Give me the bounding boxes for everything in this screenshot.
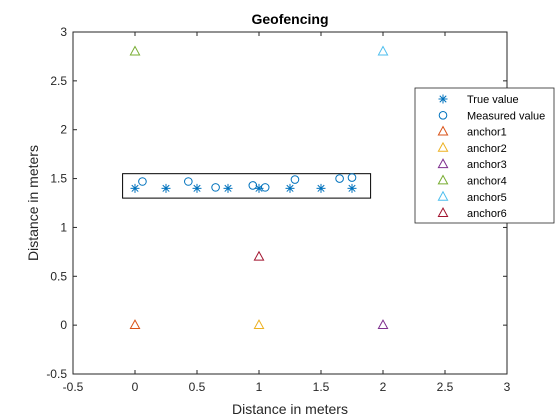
data-point-triangle	[129, 45, 141, 56]
legend-label: anchor2	[467, 143, 507, 155]
y-tick-label: 0.5	[50, 269, 67, 283]
geofence-layer	[122, 173, 372, 199]
y-axis-label: Distance in meters	[25, 145, 41, 261]
data-point-asterisk	[130, 183, 140, 193]
data-point-circle	[347, 173, 357, 182]
y-tick-label: 0	[60, 318, 67, 332]
data-point-circle	[184, 177, 193, 186]
x-axis-label: Distance in meters	[232, 401, 348, 417]
ticks-layer: -0.5 0 0.5 1 1.5 2 2.5 3 -0.5 0 0.5 1 1.5 2 2.5 3	[46, 25, 510, 394]
legend-marker-triangle	[437, 141, 449, 152]
data-point-triangle	[377, 319, 389, 330]
x-tick-label: 0.5	[189, 380, 206, 394]
data-point-circle	[290, 175, 300, 184]
data-point-triangle	[377, 45, 389, 56]
y-tick-label: -0.5	[46, 367, 67, 381]
x-tick-label: 2.5	[437, 380, 454, 394]
data-point-triangle	[253, 319, 265, 330]
data-point-asterisk	[161, 183, 171, 193]
y-tick-label: 1.5	[50, 172, 67, 186]
legend: True value Measured value anchor1 anchor2 an…	[414, 87, 555, 224]
data-point-triangle	[129, 319, 141, 330]
legend-marker-asterisk	[438, 94, 448, 104]
legend-label: True value	[467, 94, 519, 106]
legend-marker-triangle	[437, 174, 449, 185]
data-point-circle	[335, 174, 344, 183]
y-tick-label: 2	[60, 123, 67, 137]
data-point-asterisk	[347, 183, 357, 193]
y-tick-label: 2.5	[50, 74, 67, 88]
data-point-circle	[211, 183, 220, 192]
legend-marker-triangle	[437, 125, 449, 136]
legend-label: anchor6	[467, 208, 507, 220]
x-tick-label: 3	[504, 380, 511, 394]
legend-label: Measured value	[467, 110, 545, 122]
legend-marker-triangle	[437, 158, 449, 169]
legend-label: anchor5	[467, 192, 507, 204]
data-point-asterisk	[223, 183, 233, 193]
x-tick-label: 1	[256, 380, 263, 394]
data-point-asterisk	[192, 183, 202, 193]
legend-label: anchor1	[467, 127, 507, 139]
x-tick-label: -0.5	[63, 380, 84, 394]
legend-marker-triangle	[437, 190, 449, 201]
data-point-triangle	[253, 250, 265, 261]
x-tick-label: 2	[380, 380, 387, 394]
y-tick-label: 1	[60, 220, 67, 234]
y-tick-label: 3	[60, 25, 67, 39]
legend-marker-circle	[438, 111, 448, 120]
legend-label: anchor3	[467, 159, 507, 171]
data-point-circle	[138, 177, 147, 186]
data-point-asterisk	[316, 183, 326, 193]
geofence-rect	[122, 173, 372, 199]
chart-title: Geofencing	[251, 11, 328, 27]
data-point-asterisk	[285, 183, 295, 193]
legend-marker-triangle	[437, 207, 449, 217]
data-point-circle	[260, 183, 270, 192]
x-tick-label: 1.5	[313, 380, 330, 394]
x-tick-label: 0	[132, 380, 139, 394]
marks-layer	[129, 45, 389, 330]
legend-label: anchor4	[467, 176, 507, 188]
data-point-circle	[248, 181, 258, 190]
